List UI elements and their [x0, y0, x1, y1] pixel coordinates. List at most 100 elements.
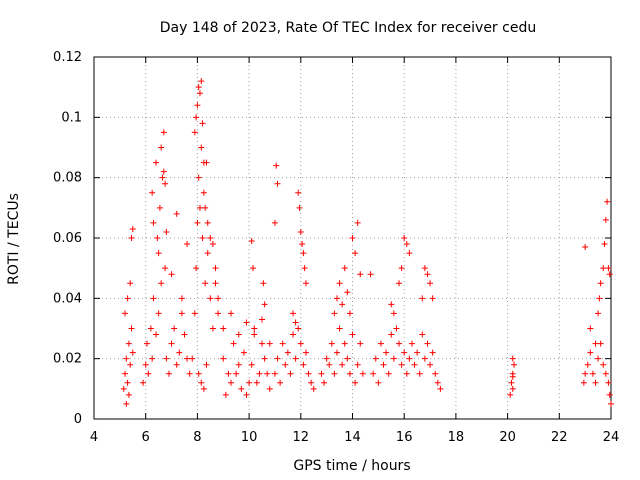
data-point: [212, 265, 219, 272]
data-point: [509, 385, 516, 392]
data-point: [243, 319, 250, 326]
data-point: [273, 162, 280, 169]
data-point: [383, 349, 390, 356]
data-point: [339, 301, 346, 308]
data-point: [222, 391, 229, 398]
data-point: [308, 379, 315, 386]
data-point: [129, 225, 136, 232]
data-point: [203, 361, 210, 368]
data-point: [127, 361, 134, 368]
data-point: [318, 370, 325, 377]
data-point: [398, 265, 405, 272]
data-point: [248, 238, 255, 245]
data-point: [507, 391, 514, 398]
data-point: [328, 340, 335, 347]
data-point: [346, 370, 353, 377]
data-point: [235, 361, 242, 368]
data-point: [605, 265, 612, 272]
data-point: [259, 340, 266, 347]
data-point: [168, 340, 175, 347]
data-point: [344, 355, 351, 362]
data-point: [124, 379, 131, 386]
data-point: [193, 265, 200, 272]
data-point: [333, 295, 340, 302]
x-tick-label: 8: [193, 430, 201, 445]
data-point: [178, 310, 185, 317]
data-point: [193, 114, 200, 121]
data-point: [163, 355, 170, 362]
data-point: [592, 379, 599, 386]
y-tick-label: 0.08: [53, 171, 82, 186]
data-point: [608, 400, 614, 407]
data-point: [158, 280, 165, 287]
data-point: [421, 265, 428, 272]
data-point: [584, 361, 591, 368]
data-point: [158, 144, 165, 151]
data-point: [277, 379, 284, 386]
data-point: [249, 265, 256, 272]
data-point: [284, 349, 291, 356]
data-point: [150, 219, 157, 226]
data-point: [140, 379, 147, 386]
data-point: [143, 340, 150, 347]
data-point: [354, 361, 361, 368]
data-point: [302, 280, 309, 287]
data-point: [600, 265, 607, 272]
data-point: [155, 310, 162, 317]
data-point: [370, 370, 377, 377]
data-point: [198, 144, 205, 151]
data-point: [349, 235, 356, 241]
data-point: [196, 204, 203, 211]
data-point: [120, 385, 127, 392]
data-point: [326, 361, 333, 368]
y-tick-label: 0.02: [53, 352, 82, 367]
data-point: [292, 355, 299, 362]
data-point: [259, 316, 266, 323]
data-point: [297, 228, 304, 235]
data-point: [390, 310, 397, 317]
data-point: [194, 219, 201, 226]
data-point: [243, 391, 250, 398]
data-point: [202, 204, 209, 211]
data-point: [297, 340, 304, 347]
data-point: [209, 325, 216, 332]
y-axis: 0 0.02 0.04 0.06 0.08 0.1 0.12: [53, 50, 611, 427]
data-point: [279, 340, 286, 347]
data-point: [156, 204, 163, 211]
data-point: [429, 349, 436, 356]
data-point: [261, 355, 268, 362]
data-point: [511, 361, 518, 368]
data-point: [124, 295, 131, 302]
data-point: [246, 379, 253, 386]
data-point: [125, 391, 132, 398]
data-point: [122, 310, 129, 317]
data-point: [429, 295, 436, 302]
data-point: [401, 235, 408, 241]
y-axis-title: ROTI / TECUs: [6, 193, 22, 285]
data-point: [321, 379, 328, 386]
data-point: [508, 379, 515, 386]
data-point: [266, 340, 273, 347]
data-point: [380, 361, 387, 368]
data-point: [295, 325, 302, 332]
data-point: [601, 241, 608, 248]
data-point: [300, 250, 307, 257]
data-point: [393, 325, 400, 332]
data-point: [421, 355, 428, 362]
data-point: [424, 340, 431, 347]
data-point: [251, 331, 258, 338]
data-point: [128, 325, 135, 332]
data-point: [589, 370, 596, 377]
data-point: [290, 331, 297, 338]
data-point: [173, 210, 180, 217]
data-point: [377, 340, 384, 347]
data-point: [419, 295, 426, 302]
data-point: [176, 349, 183, 356]
data-point: [199, 120, 206, 127]
data-point: [597, 340, 604, 347]
data-point: [271, 219, 278, 226]
data-point: [411, 361, 418, 368]
data-point: [292, 319, 299, 326]
x-tick-label: 4: [90, 430, 98, 445]
data-point: [339, 361, 346, 368]
